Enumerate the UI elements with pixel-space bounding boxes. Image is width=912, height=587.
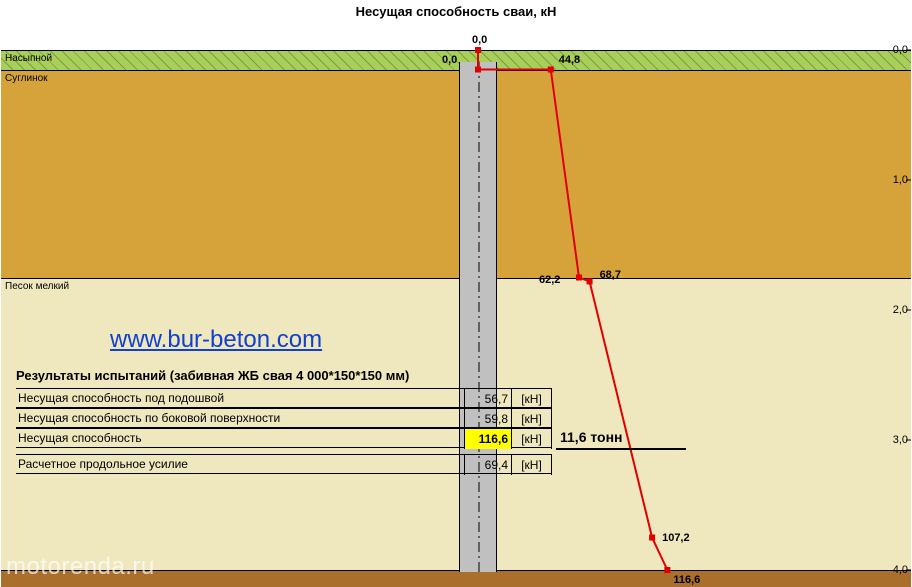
result-extra: 11,6 тонн: [560, 429, 623, 445]
chart-title: Несущая способность сваи, кН: [0, 4, 912, 19]
curve-point-label: 62,2: [539, 274, 560, 286]
pile-column: [459, 62, 497, 572]
result-unit: [кН]: [512, 409, 552, 429]
result-name: Несущая способность по боковой поверхнос…: [18, 411, 280, 425]
result-value: 69,4: [464, 455, 512, 475]
result-row: Несущая способность 116,6[кН]: [16, 428, 552, 448]
result-row: Расчетное продольное усилие 69,4[кН]: [16, 454, 552, 474]
soil-layer-label: Насыпной: [5, 53, 52, 64]
result-value: 56,7: [464, 389, 512, 409]
watermark: motorenda.ru: [6, 553, 155, 581]
depth-tick-label: 3,0: [868, 434, 908, 446]
curve-point-label: 107,2: [662, 532, 690, 544]
result-value: 59,8: [464, 409, 512, 429]
result-unit: [кН]: [512, 429, 552, 449]
curve-point-label: 44,8: [559, 54, 580, 66]
curve-point-label: 0,0: [472, 34, 487, 46]
result-name: Расчетное продольное усилие: [18, 457, 188, 471]
soil-layer-label: Суглинок: [5, 73, 48, 84]
result-name: Несущая способность: [18, 431, 142, 445]
results-title: Результаты испытаний (забивная ЖБ свая 4…: [16, 368, 409, 383]
depth-tick-label: 4,0: [868, 564, 908, 576]
curve-point-label: 116,6: [673, 574, 700, 586]
result-unit: [кН]: [512, 389, 552, 409]
result-name: Несущая способность под подошвой: [18, 391, 224, 405]
depth-tick-label: 0,0: [868, 44, 908, 56]
curve-point-label: 0,0: [442, 54, 457, 66]
result-unit: [кН]: [512, 455, 552, 475]
result-divider: [556, 448, 686, 450]
source-link[interactable]: www.bur-beton.com: [110, 326, 322, 354]
pile-centerline: [460, 62, 496, 572]
result-row: Несущая способность под подошвой 56,7[кН]: [16, 388, 552, 408]
result-value: 116,6: [464, 429, 512, 449]
soil-layer: Суглинок: [1, 70, 911, 278]
depth-tick-label: 1,0: [868, 174, 908, 186]
soil-layer-label: Песок мелкий: [5, 281, 69, 292]
depth-tick-label: 2,0: [868, 304, 908, 316]
result-row: Несущая способность по боковой поверхнос…: [16, 408, 552, 428]
curve-point-label: 68,7: [600, 269, 621, 281]
pile-capacity-diagram: { "title": "Несущая способность сваи, кН…: [0, 0, 912, 587]
